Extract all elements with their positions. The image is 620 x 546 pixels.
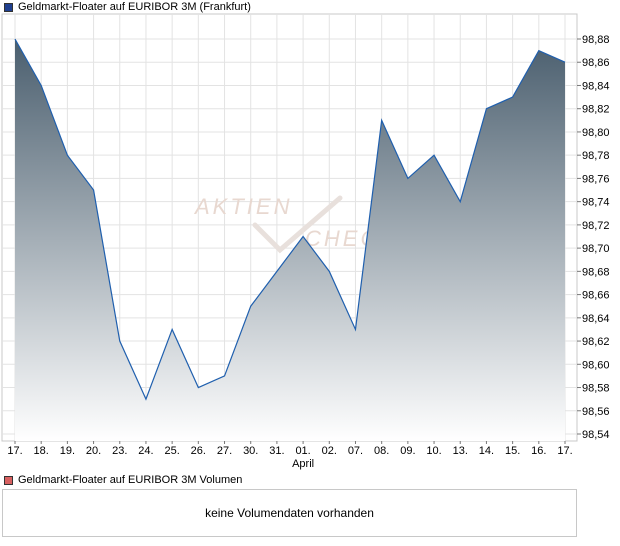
x-tick-label: 09. [400,445,415,457]
y-tick-label: 98,80 [582,127,610,139]
price-legend: Geldmarkt-Floater auf EURIBOR 3M (Frankf… [4,0,251,14]
x-tick-label: 25. [164,445,179,457]
volume-legend-label: Geldmarkt-Floater auf EURIBOR 3M Volumen [18,474,243,486]
x-tick-label: 01. [295,445,310,457]
x-tick-label: 13. [453,445,468,457]
x-tick-label: 24. [138,445,153,457]
y-tick-label: 98,58 [582,383,610,395]
x-tick-label: 19. [60,445,75,457]
x-tick-label: 17. [557,445,572,457]
x-tick-label: 10. [426,445,441,457]
y-tick-label: 98,84 [582,80,610,92]
y-tick-label: 98,68 [582,266,610,278]
volume-legend: Geldmarkt-Floater auf EURIBOR 3M Volumen [4,473,242,487]
price-legend-label: Geldmarkt-Floater auf EURIBOR 3M (Frankf… [18,1,251,13]
x-tick-label: 26. [191,445,206,457]
y-tick-label: 98,74 [582,197,610,209]
x-tick-label: 27. [217,445,232,457]
y-tick-label: 98,76 [582,173,610,185]
x-tick-label: 02. [322,445,337,457]
x-tick-label: 08. [374,445,389,457]
x-tick-label: 31. [269,445,284,457]
y-tick-label: 98,60 [582,359,610,371]
watermark-check-icon [252,195,343,254]
x-axis-ticks: 17. 18. 19. 20. 23. 24. 25. 26. 27. 30. 31. 01. 02. 0… [7,441,573,470]
y-tick-label: 98,86 [582,57,610,69]
y-tick-label: 98,78 [582,150,610,162]
price-series-line [14,38,566,401]
x-tick-label: 16. [531,445,546,457]
y-tick-label: 98,66 [582,290,610,302]
x-tick-label: 23. [112,445,127,457]
price-area-fill [15,39,565,441]
y-tick-label: 98,64 [582,313,610,325]
x-tick-label: 30. [243,445,258,457]
y-tick-label: 98,70 [582,243,610,255]
x-tick-label: 17. [7,445,22,457]
y-tick-label: 98,72 [582,220,610,232]
y-tick-label: 98,56 [582,406,610,418]
x-tick-label: 15. [505,445,520,457]
x-tick-label: 07. [348,445,363,457]
watermark-line1: AKTIEN [193,194,292,219]
volume-empty-message: keine Volumendaten vorhanden [205,506,374,520]
volume-panel: keine Volumendaten vorhanden [2,489,577,537]
y-tick-label: 98,54 [582,429,610,441]
x-tick-label: 14. [479,445,494,457]
price-chart: AKTIEN CHECK 98,5498,5698,5898,6098,6298… [1,13,610,470]
x-tick-label: 20. [86,445,101,457]
y-axis-ticks: 98,54 98,56 98,58 98,60 98,62 98,64 98,66 98,68… [577,34,610,441]
volume-legend-swatch [4,475,13,485]
y-tick-label: 98,62 [582,336,610,348]
x-month-label: April [292,458,314,470]
y-tick-label: 98,88 [582,34,610,46]
price-legend-swatch [4,2,13,12]
x-tick-label: 18. [34,445,49,457]
y-tick-label: 98,82 [582,104,610,116]
